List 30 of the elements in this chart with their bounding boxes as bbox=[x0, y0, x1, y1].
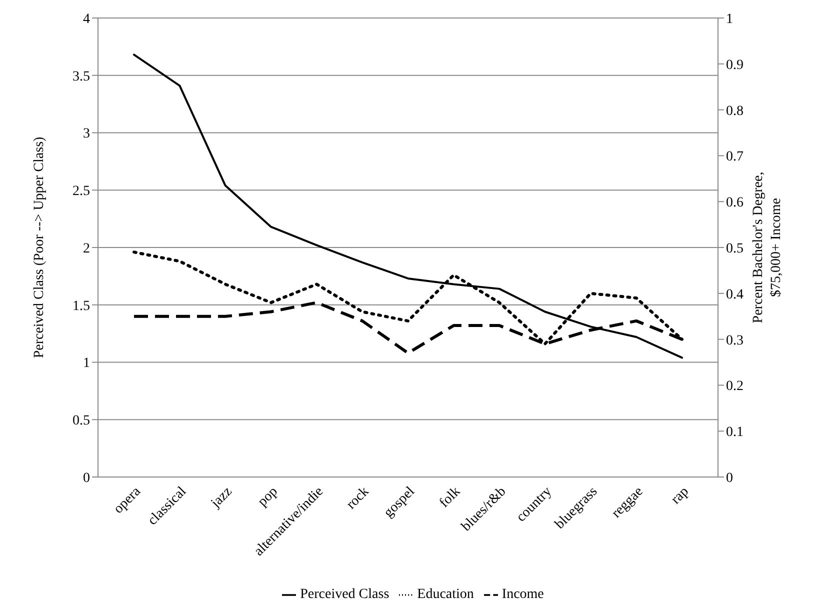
y-axis-title: Perceived Class (Poor --> Upper Class) bbox=[32, 136, 47, 358]
y-tick-label: 2 bbox=[83, 241, 90, 256]
y2-tick-label: 0.5 bbox=[726, 241, 744, 256]
y2-tick-label: 0.7 bbox=[726, 150, 744, 165]
legend-label: Income bbox=[502, 587, 544, 602]
line-series bbox=[133, 54, 683, 359]
x-tick-label: jazz bbox=[208, 484, 236, 512]
y2-tick-label: 0.3 bbox=[726, 333, 744, 348]
x-tick-label: rock bbox=[344, 484, 372, 512]
y-tick-label: 0.5 bbox=[72, 414, 90, 429]
x-tick-label: folk bbox=[436, 484, 464, 511]
y2-tick-label: 0.4 bbox=[726, 287, 744, 302]
y2-tick-label: 0.6 bbox=[726, 196, 744, 211]
legend-label: Perceived Class bbox=[300, 587, 390, 602]
y2-tick-label: 0.1 bbox=[726, 425, 744, 440]
y2-tick-label: 0.9 bbox=[726, 58, 744, 73]
y-tick-label: 2.5 bbox=[72, 184, 90, 200]
y-tick-label: 3 bbox=[83, 126, 90, 142]
y-tick-label: 1 bbox=[83, 356, 90, 372]
legend-label: Education bbox=[417, 587, 474, 602]
y-tick-label: 1.5 bbox=[72, 298, 90, 314]
y2-tick-label: 1 bbox=[726, 12, 733, 27]
y2-tick-label: 0.8 bbox=[726, 104, 744, 119]
y-tick-label: 3.5 bbox=[72, 69, 90, 84]
y2-axis-title: Percent Bachelor's Degree, $75,000+ Income bbox=[751, 172, 784, 324]
y-tick-label: 4 bbox=[83, 12, 90, 27]
x-tick-label: rap bbox=[668, 484, 692, 508]
y2-tick-label: 0 bbox=[726, 470, 733, 486]
y-tick-label: 0 bbox=[83, 470, 90, 486]
y2-tick-label: 0.2 bbox=[726, 379, 744, 394]
